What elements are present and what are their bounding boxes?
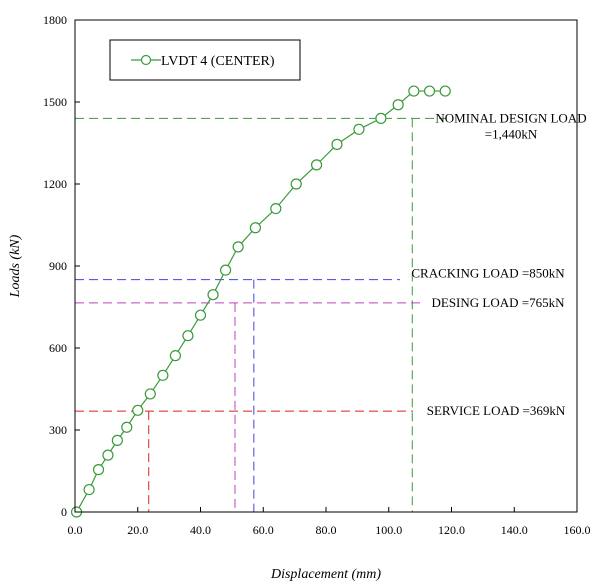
data-point <box>157 369 169 381</box>
data-point <box>182 330 194 342</box>
reference-label: NOMINAL DESIGN LOAD <box>435 110 586 125</box>
x-tick-label: 0.0 <box>68 523 83 537</box>
reference-labels: NOMINAL DESIGN LOAD=1,440kN CRACKING LOAD… <box>411 110 586 418</box>
data-point <box>310 159 323 171</box>
reference-lines <box>75 117 446 512</box>
data-point <box>408 85 420 97</box>
legend: LVDT 4 (CENTER) <box>109 39 301 81</box>
axis-ticks: 0.0 20.0 40.0 60.0 80.0 100.0 120.0 140.0 160.0 0… <box>43 13 591 537</box>
data-point <box>92 464 105 476</box>
y-tick-label: 900 <box>49 259 67 273</box>
reference-label: CRACKING LOAD =850kN <box>411 266 565 281</box>
y-tick-label: 1500 <box>43 95 67 109</box>
reference-label: DESING LOAD =765kN <box>432 295 566 310</box>
reference-label: =1,440kN <box>485 126 538 141</box>
data-point <box>207 289 219 301</box>
legend-label: LVDT 4 (CENTER) <box>161 54 275 69</box>
x-tick-label: 60.0 <box>253 523 274 537</box>
x-tick-label: 80.0 <box>316 523 337 537</box>
series-line <box>76 90 446 513</box>
data-point <box>232 241 244 253</box>
data-point <box>331 138 343 150</box>
x-tick-label: 20.0 <box>127 523 148 537</box>
data-point <box>423 85 436 97</box>
x-tick-label: 100.0 <box>375 523 402 537</box>
data-point <box>270 203 282 215</box>
x-axis-title: Displacement (mm) <box>270 567 381 582</box>
data-point <box>392 99 404 111</box>
data-point <box>249 222 262 234</box>
x-tick-label: 140.0 <box>501 523 528 537</box>
data-point <box>220 264 232 276</box>
reference-label: SERVICE LOAD =369kN <box>427 403 566 418</box>
data-point <box>144 388 156 400</box>
y-tick-label: 1200 <box>43 177 67 191</box>
legend-marker <box>140 54 152 66</box>
y-tick-label: 600 <box>49 341 67 355</box>
data-point <box>375 112 387 125</box>
data-point <box>121 421 133 433</box>
data-point <box>83 483 95 496</box>
data-point <box>102 449 114 461</box>
y-tick-label: 300 <box>49 423 67 437</box>
y-axis-title: Loads (kN) <box>8 234 23 298</box>
x-tick-label: 120.0 <box>438 523 465 537</box>
x-tick-label: 160.0 <box>564 523 591 537</box>
data-point <box>169 350 181 362</box>
data-point <box>194 309 207 321</box>
data-point <box>132 404 144 416</box>
data-point <box>111 434 123 446</box>
data-point <box>353 123 365 135</box>
data-point <box>439 85 451 97</box>
y-tick-label: 0 <box>61 505 67 519</box>
series-layer <box>70 85 451 518</box>
x-tick-label: 40.0 <box>190 523 211 537</box>
y-tick-label: 1800 <box>43 13 67 27</box>
data-point <box>290 178 302 190</box>
